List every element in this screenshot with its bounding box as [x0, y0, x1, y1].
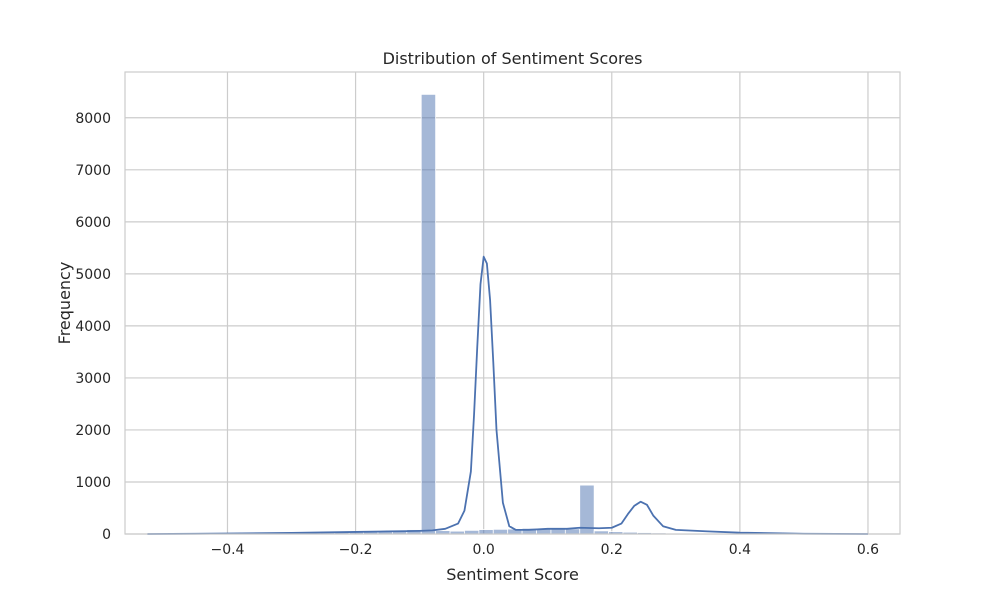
x-tick-label: 0.2 [601, 542, 623, 558]
y-axis-label: Frequency [55, 262, 74, 345]
x-axis-label: Sentiment Score [446, 565, 579, 584]
y-tick-label: 7000 [75, 163, 111, 179]
plot-frame [124, 71, 901, 535]
y-tick-labels: 0 1000 2000 3000 4000 5000 6000 7000 8000 [75, 111, 111, 543]
x-tick-label: −0.2 [339, 542, 373, 558]
y-tick-label: 8000 [75, 111, 111, 127]
histogram-bar [579, 484, 595, 535]
kde-curve [147, 255, 868, 535]
y-tick-label: 3000 [75, 371, 111, 387]
x-tick-label: 0.0 [473, 542, 495, 558]
histogram-bar [492, 528, 509, 535]
plot-area [125, 72, 900, 534]
histogram-bar [550, 528, 566, 535]
histogram-bar [420, 93, 437, 535]
y-tick-label: 6000 [75, 215, 111, 231]
histogram-bar [478, 529, 494, 535]
y-tick-label: 2000 [75, 423, 111, 439]
grid-lines [125, 72, 900, 535]
x-tick-labels: −0.4 −0.2 0.0 0.2 0.4 0.6 [210, 542, 879, 558]
y-tick-label: 4000 [75, 319, 111, 335]
chart-title: Distribution of Sentiment Scores [383, 49, 643, 68]
x-tick-label: −0.4 [210, 542, 244, 558]
y-tick-label: 0 [102, 527, 111, 543]
x-tick-label: 0.6 [857, 542, 879, 558]
x-tick-label: 0.4 [729, 542, 751, 558]
y-tick-label: 1000 [75, 475, 111, 491]
y-tick-label: 5000 [75, 267, 111, 283]
